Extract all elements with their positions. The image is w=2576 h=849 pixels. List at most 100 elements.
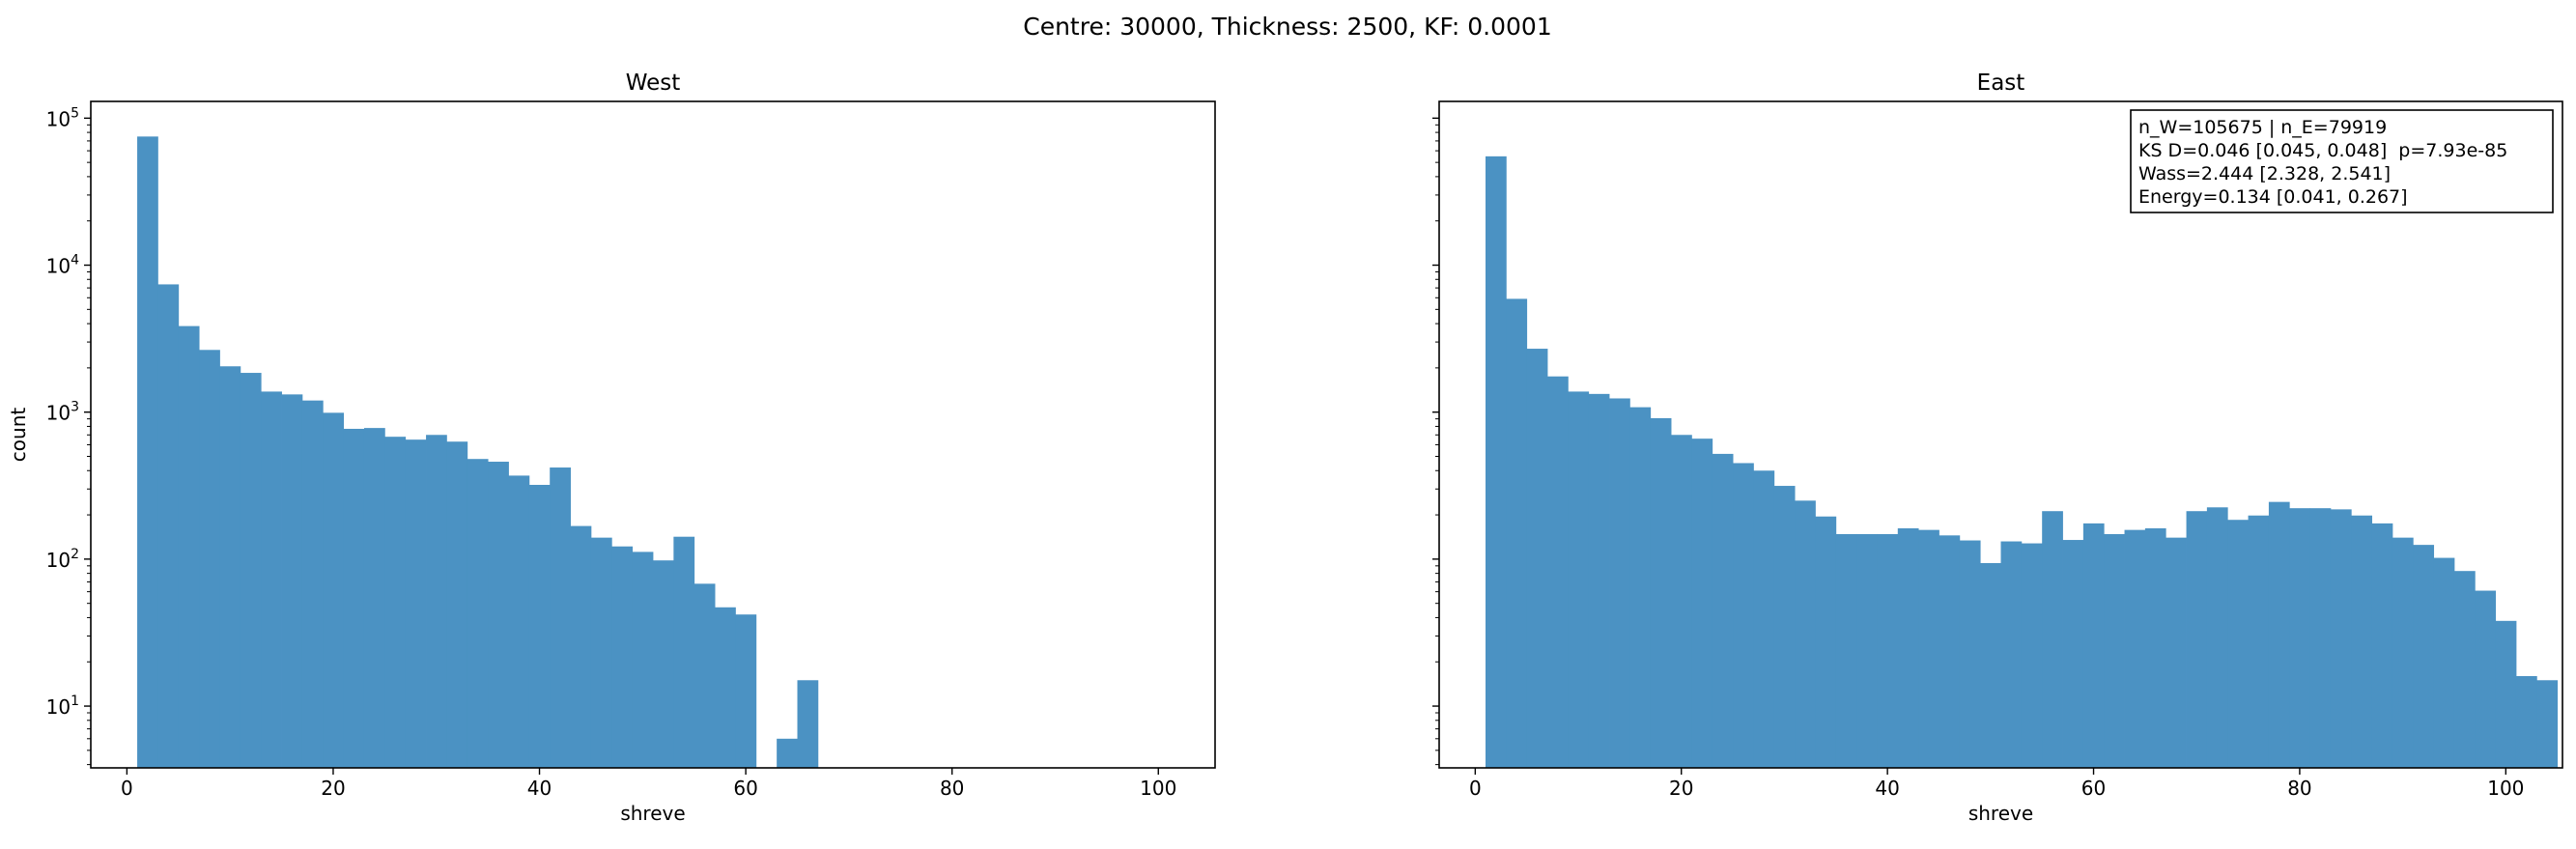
east-bar bbox=[1773, 486, 1796, 768]
east-bar bbox=[2186, 511, 2208, 768]
east-xtick-label: 60 bbox=[2081, 777, 2106, 800]
west-bar bbox=[528, 485, 551, 768]
west-bar bbox=[240, 373, 262, 768]
west-xlabel: shreve bbox=[620, 802, 685, 825]
west-xtick-label: 80 bbox=[940, 777, 964, 800]
east-bar bbox=[2536, 680, 2559, 768]
west-xtick-label: 40 bbox=[527, 777, 552, 800]
west-bar bbox=[219, 366, 241, 768]
west-panel: 0 20 40 60 80 100 101 102 103 104 105 West shreve cou… bbox=[7, 71, 1216, 825]
east-bar bbox=[1815, 516, 1837, 768]
east-bar bbox=[1856, 533, 1878, 768]
west-bar bbox=[715, 607, 736, 768]
east-stats-line: KS D=0.046 [0.045, 0.048] p=7.93e-85 bbox=[2138, 140, 2507, 161]
east-bar bbox=[2082, 523, 2105, 768]
east-bar bbox=[1568, 391, 1590, 768]
west-bar bbox=[157, 284, 180, 768]
west-ylabel: count bbox=[7, 408, 30, 463]
west-bar bbox=[632, 552, 654, 768]
east-bar bbox=[2124, 529, 2146, 768]
east-bar bbox=[2289, 508, 2310, 768]
west-bar bbox=[137, 136, 158, 769]
east-xtick-label: 100 bbox=[2487, 777, 2524, 800]
east-bar bbox=[1918, 529, 1939, 768]
west-bar bbox=[405, 439, 427, 768]
west-bar bbox=[590, 537, 612, 768]
east-xtick-label: 80 bbox=[2287, 777, 2311, 800]
east-bar bbox=[1609, 398, 1630, 768]
east-bar bbox=[1547, 376, 1569, 768]
west-bar bbox=[199, 350, 220, 768]
west-bar bbox=[178, 325, 200, 768]
east-bar bbox=[1526, 349, 1548, 768]
east-bar bbox=[2144, 527, 2166, 768]
west-bar bbox=[261, 391, 282, 768]
east-bar bbox=[1939, 535, 1961, 768]
west-bar bbox=[508, 475, 530, 768]
east-bar bbox=[2495, 620, 2517, 768]
east-bar bbox=[1753, 470, 1775, 768]
east-stats-box-frame bbox=[2130, 109, 2554, 213]
east-stats-line: Wass=2.444 [2.328, 2.541] bbox=[2138, 163, 2391, 184]
east-bar bbox=[2248, 515, 2270, 768]
east-bar bbox=[2433, 557, 2455, 768]
east-stats-line: n_W=105675 | n_E=79919 bbox=[2138, 117, 2387, 138]
east-bar bbox=[1650, 417, 1672, 768]
west-bar bbox=[777, 738, 798, 768]
west-title: West bbox=[626, 71, 681, 96]
west-bar bbox=[653, 560, 674, 768]
east-bar bbox=[2206, 507, 2228, 768]
east-bar bbox=[2309, 508, 2332, 768]
west-ytick-label: 103 bbox=[46, 400, 79, 425]
east-bar bbox=[1733, 463, 1754, 768]
west-bar bbox=[611, 546, 634, 768]
west-bar bbox=[323, 412, 345, 768]
east-stats-line: Energy=0.134 [0.041, 0.267] bbox=[2138, 186, 2408, 208]
east-bar bbox=[1486, 156, 1507, 769]
east-bars bbox=[1486, 156, 2559, 769]
east-bar bbox=[1795, 500, 1816, 768]
west-ytick-label: 105 bbox=[46, 105, 79, 130]
east-bar bbox=[1835, 533, 1857, 768]
east-bar bbox=[1671, 435, 1692, 768]
west-bar bbox=[301, 400, 324, 768]
east-bar bbox=[2330, 509, 2352, 768]
east-xtick-label: 40 bbox=[1875, 777, 1899, 800]
west-xtick-label: 100 bbox=[1140, 777, 1176, 800]
east-bar bbox=[1629, 407, 1652, 768]
east-bar bbox=[2062, 540, 2084, 768]
east-bar bbox=[2371, 523, 2393, 768]
west-xtick-label: 60 bbox=[733, 777, 757, 800]
west-bar bbox=[281, 394, 303, 768]
east-bar bbox=[2268, 501, 2290, 768]
west-bars bbox=[137, 136, 819, 769]
east-bar bbox=[2413, 545, 2435, 768]
west-bar bbox=[570, 525, 592, 768]
west-bar bbox=[488, 462, 509, 768]
west-xtick-label: 20 bbox=[321, 777, 345, 800]
east-bar bbox=[2227, 520, 2249, 768]
east-panel: 0 20 40 60 80 100 East shreve n_W=105675 | n_E=7… bbox=[1432, 71, 2563, 825]
west-bar bbox=[446, 441, 468, 768]
west-bar bbox=[735, 614, 757, 768]
west-bar bbox=[797, 680, 819, 768]
west-bar bbox=[550, 467, 571, 768]
east-bar bbox=[1506, 298, 1528, 768]
east-bar bbox=[2453, 571, 2476, 768]
east-xlabel: shreve bbox=[1968, 802, 2033, 825]
east-bar bbox=[1877, 533, 1899, 768]
east-bar bbox=[1691, 439, 1713, 768]
east-bar bbox=[1959, 540, 1981, 768]
west-bar bbox=[384, 437, 407, 768]
east-bar bbox=[1897, 527, 1919, 768]
west-ytick-label: 102 bbox=[46, 547, 79, 572]
west-bar bbox=[673, 536, 695, 768]
west-bar bbox=[467, 459, 489, 768]
west-bar bbox=[343, 428, 365, 768]
west-bar bbox=[363, 428, 385, 768]
east-xtick-label: 0 bbox=[1469, 777, 1482, 800]
east-xtick-label: 20 bbox=[1669, 777, 1693, 800]
